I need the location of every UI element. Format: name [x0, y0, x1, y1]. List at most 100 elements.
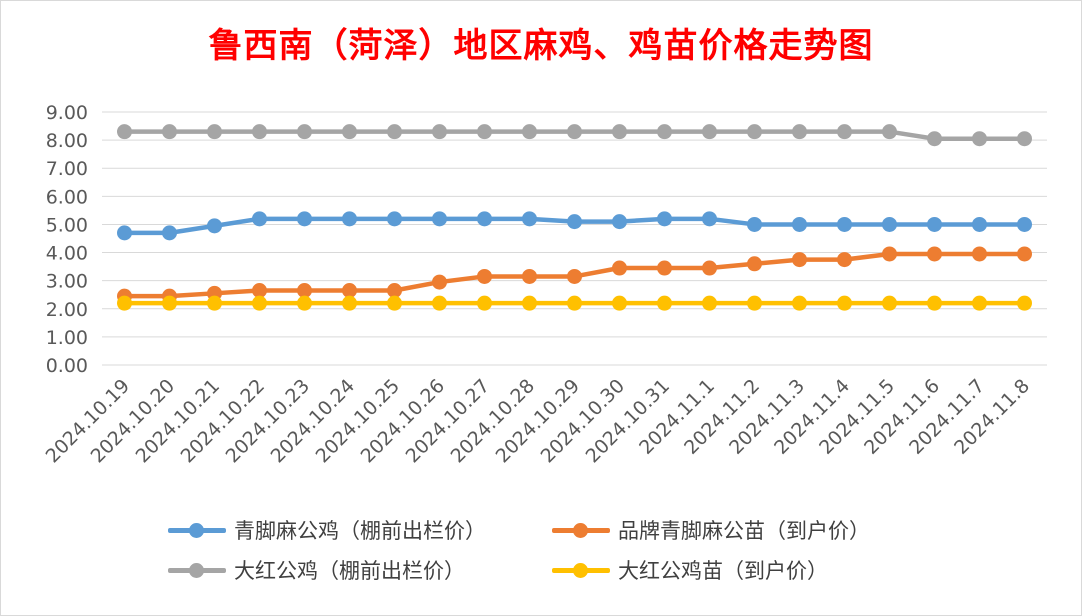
data-point — [432, 211, 447, 227]
data-point — [162, 124, 177, 140]
series-2 — [117, 124, 1032, 147]
data-point — [162, 295, 177, 311]
data-point — [522, 295, 537, 311]
data-point — [837, 252, 852, 268]
data-point — [972, 246, 987, 262]
data-point — [657, 260, 672, 276]
legend-swatch-1 — [550, 516, 612, 544]
legend-swatch-2 — [166, 556, 228, 584]
data-point — [477, 211, 492, 227]
data-point — [387, 211, 402, 227]
data-point — [747, 124, 762, 140]
data-point — [612, 124, 627, 140]
data-point — [747, 216, 762, 232]
data-point — [522, 211, 537, 227]
y-tick-label: 6.00 — [46, 186, 88, 208]
data-point — [252, 283, 267, 299]
data-point — [117, 225, 132, 241]
data-point — [612, 295, 627, 311]
data-point — [477, 268, 492, 284]
data-point — [567, 295, 582, 311]
y-axis-tick-labels: 0.00 1.00 2.00 3.00 4.00 5.00 6.00 7.00 8.00 9.00 — [46, 102, 88, 377]
y-tick-label: 9.00 — [46, 102, 88, 124]
data-point — [657, 211, 672, 227]
data-point — [612, 214, 627, 230]
data-point — [882, 295, 897, 311]
data-point — [297, 295, 312, 311]
data-point — [387, 124, 402, 140]
legend-item-2[interactable]: 大红公鸡（棚前出栏价） — [166, 556, 465, 584]
data-point — [657, 295, 672, 311]
legend-item-1[interactable]: 品牌青脚麻公苗（到户价） — [550, 516, 870, 544]
legend-item-0[interactable]: 青脚麻公鸡（棚前出栏价） — [166, 516, 486, 544]
y-tick-label: 4.00 — [46, 243, 88, 265]
data-point — [792, 216, 807, 232]
data-point — [747, 295, 762, 311]
legend-label-0: 青脚麻公鸡（棚前出栏价） — [234, 519, 486, 543]
data-point — [702, 211, 717, 227]
data-point — [612, 260, 627, 276]
data-point — [837, 295, 852, 311]
y-tick-label: 3.00 — [46, 271, 88, 293]
data-point — [657, 124, 672, 140]
legend-label-3: 大红公鸡苗（到户价） — [618, 559, 828, 583]
data-point — [972, 295, 987, 311]
data-point — [207, 295, 222, 311]
data-point — [1017, 216, 1032, 232]
data-point — [342, 211, 357, 227]
data-point — [972, 216, 987, 232]
data-point — [702, 295, 717, 311]
data-point — [567, 124, 582, 140]
series-3 — [117, 295, 1032, 311]
data-point — [207, 218, 222, 234]
x-axis-tick-labels: 2024.10.192024.10.202024.10.212024.10.22… — [42, 375, 1034, 467]
data-point — [387, 283, 402, 299]
data-point — [567, 214, 582, 230]
data-point — [522, 124, 537, 140]
legend-label-1: 品牌青脚麻公苗（到户价） — [618, 519, 870, 543]
data-point — [837, 124, 852, 140]
data-point — [882, 124, 897, 140]
legend-label-2: 大红公鸡（棚前出栏价） — [234, 559, 465, 583]
data-point — [252, 124, 267, 140]
data-point — [252, 211, 267, 227]
data-point — [792, 252, 807, 268]
data-point — [432, 274, 447, 290]
data-point — [1017, 131, 1032, 147]
data-point — [702, 260, 717, 276]
data-point — [882, 246, 897, 262]
data-point — [297, 124, 312, 140]
gridlines — [102, 111, 1047, 366]
data-point — [162, 225, 177, 241]
data-point — [927, 216, 942, 232]
data-point — [927, 246, 942, 262]
data-point — [747, 256, 762, 272]
data-point — [117, 295, 132, 311]
data-point — [342, 124, 357, 140]
y-tick-label: 2.00 — [46, 299, 88, 321]
series-1 — [117, 246, 1032, 304]
data-point — [477, 295, 492, 311]
data-point — [387, 295, 402, 311]
y-tick-label: 0.00 — [46, 355, 88, 377]
data-point — [432, 295, 447, 311]
data-point — [252, 295, 267, 311]
legend-swatch-3 — [550, 556, 612, 584]
series-lines — [117, 124, 1032, 311]
data-point — [1017, 295, 1032, 311]
data-point — [567, 268, 582, 284]
legend-item-3[interactable]: 大红公鸡苗（到户价） — [550, 556, 828, 584]
data-point — [882, 216, 897, 232]
data-point — [297, 283, 312, 299]
data-point — [207, 124, 222, 140]
y-tick-label: 7.00 — [46, 158, 88, 180]
data-point — [927, 295, 942, 311]
series-0 — [117, 211, 1032, 241]
data-point — [117, 124, 132, 140]
data-point — [792, 124, 807, 140]
data-point — [342, 283, 357, 299]
data-point — [927, 131, 942, 147]
y-tick-label: 1.00 — [46, 327, 88, 349]
